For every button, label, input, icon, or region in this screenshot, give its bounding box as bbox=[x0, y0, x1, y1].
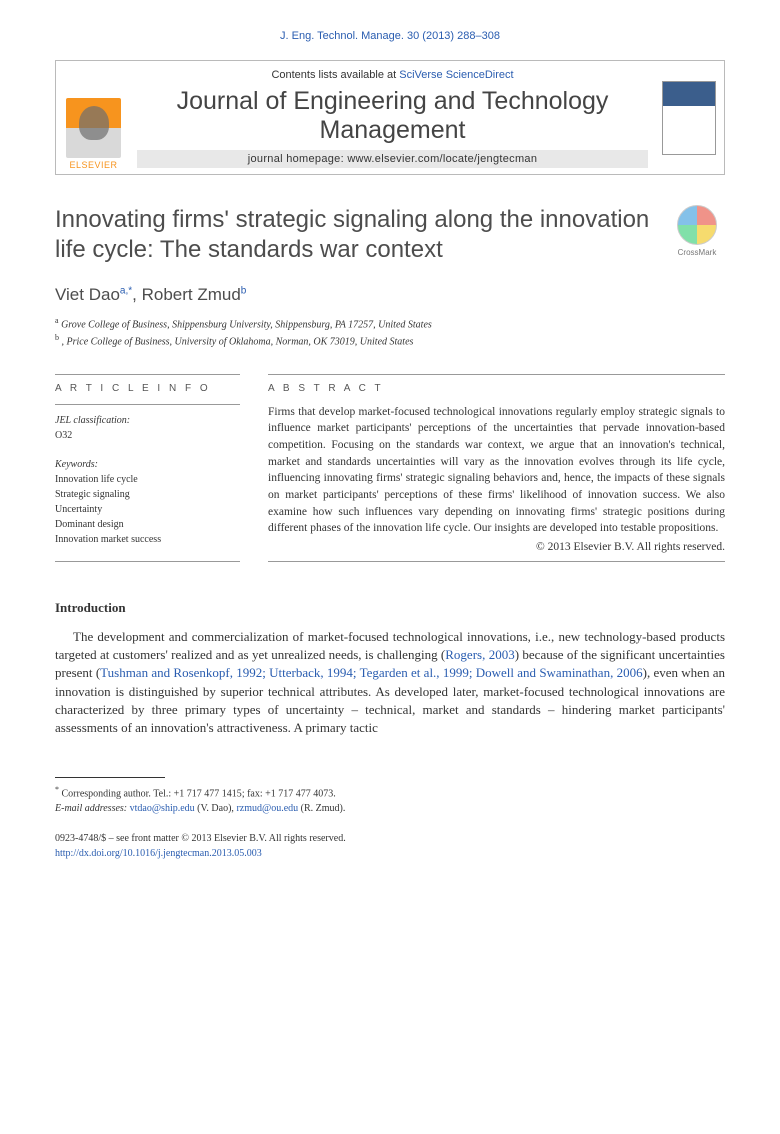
author-aff-mark: a,* bbox=[120, 285, 132, 296]
article-info-column: A R T I C L E I N F O JEL classification… bbox=[55, 374, 240, 570]
author-name: Viet Dao bbox=[55, 285, 120, 304]
author-line: Viet Daoa,*, Robert Zmudb bbox=[55, 285, 725, 305]
intro-paragraph: The development and commercialization of… bbox=[55, 628, 725, 737]
abstract-copyright: © 2013 Elsevier B.V. All rights reserved… bbox=[268, 541, 725, 553]
contents-available-line: Contents lists available at SciVerse Sci… bbox=[137, 69, 648, 81]
banner-center: Contents lists available at SciVerse Sci… bbox=[131, 61, 654, 174]
corr-label: Corresponding author. Tel.: bbox=[62, 788, 174, 799]
fax-label: ; fax: bbox=[242, 788, 265, 799]
keyword: Uncertainty bbox=[55, 502, 240, 517]
publisher-logo-block: ELSEVIER bbox=[56, 61, 131, 174]
corresponding-author-note: * Corresponding author. Tel.: +1 717 477… bbox=[55, 784, 725, 801]
citation-link[interactable]: Rogers, 2003 bbox=[445, 647, 514, 662]
jel-code: O32 bbox=[55, 428, 240, 443]
keywords-block: Keywords: Innovation life cycle Strategi… bbox=[55, 457, 240, 547]
doi-link[interactable]: http://dx.doi.org/10.1016/j.jengtecman.2… bbox=[55, 847, 725, 862]
keyword: Dominant design bbox=[55, 517, 240, 532]
aff-mark: a bbox=[55, 316, 59, 325]
affiliations: a Grove College of Business, Shippensbur… bbox=[55, 315, 725, 350]
email-label: E-mail addresses: bbox=[55, 803, 130, 814]
page-footer: 0923-4748/$ – see front matter © 2013 El… bbox=[55, 832, 725, 861]
citation-link[interactable]: Tushman and Rosenkopf, 1992; Utterback, … bbox=[100, 665, 642, 680]
publisher-label: ELSEVIER bbox=[69, 160, 117, 170]
journal-cover-block bbox=[654, 61, 724, 174]
footnotes: * Corresponding author. Tel.: +1 717 477… bbox=[55, 784, 725, 816]
homepage-url[interactable]: www.elsevier.com/locate/jengtecman bbox=[347, 153, 537, 165]
author-sep: , bbox=[132, 285, 141, 304]
article-title: Innovating firms' strategic signaling al… bbox=[55, 205, 653, 265]
journal-homepage-line: journal homepage: www.elsevier.com/locat… bbox=[137, 150, 648, 168]
fn-mark: * bbox=[55, 785, 59, 794]
affiliation: b , Price College of Business, Universit… bbox=[55, 332, 725, 349]
corr-fax: +1 717 477 4073. bbox=[265, 788, 336, 799]
jel-block: JEL classification: O32 bbox=[55, 413, 240, 443]
crossmark-badge[interactable]: CrossMark bbox=[669, 205, 725, 257]
divider bbox=[55, 561, 240, 562]
sciencedirect-link[interactable]: SciVerse ScienceDirect bbox=[399, 69, 513, 81]
running-header: J. Eng. Technol. Manage. 30 (2013) 288–3… bbox=[0, 0, 780, 60]
aff-mark: b bbox=[55, 333, 59, 342]
info-abstract-row: A R T I C L E I N F O JEL classification… bbox=[55, 374, 725, 570]
keyword: Strategic signaling bbox=[55, 487, 240, 502]
homepage-prefix: journal homepage: bbox=[248, 153, 348, 165]
author-name: Robert Zmud bbox=[142, 285, 241, 304]
email-line: E-mail addresses: vtdao@ship.edu (V. Dao… bbox=[55, 801, 725, 816]
author-email[interactable]: rzmud@ou.edu bbox=[236, 803, 298, 814]
intro-heading: Introduction bbox=[55, 600, 725, 616]
crossmark-label: CrossMark bbox=[678, 248, 717, 257]
keywords-list: Innovation life cycle Strategic signalin… bbox=[55, 472, 240, 547]
crossmark-icon bbox=[677, 205, 717, 245]
contents-prefix: Contents lists available at bbox=[271, 69, 399, 81]
author-aff-mark: b bbox=[241, 285, 247, 296]
journal-banner: ELSEVIER Contents lists available at Sci… bbox=[55, 60, 725, 175]
email-who: (R. Zmud). bbox=[298, 803, 345, 814]
aff-text: , Price College of Business, University … bbox=[62, 337, 414, 348]
affiliation: a Grove College of Business, Shippensbur… bbox=[55, 315, 725, 332]
keyword: Innovation life cycle bbox=[55, 472, 240, 487]
article-info-header: A R T I C L E I N F O bbox=[55, 374, 240, 404]
elsevier-tree-icon bbox=[66, 98, 121, 158]
keywords-label: Keywords: bbox=[55, 457, 240, 472]
issn-copyright-line: 0923-4748/$ – see front matter © 2013 El… bbox=[55, 832, 725, 847]
keyword: Innovation market success bbox=[55, 532, 240, 547]
article-content: Innovating firms' strategic signaling al… bbox=[0, 205, 780, 901]
corr-tel: +1 717 477 1415 bbox=[174, 788, 242, 799]
jel-label: JEL classification: bbox=[55, 413, 240, 428]
abstract-header: A B S T R A C T bbox=[268, 374, 725, 404]
email-who: (V. Dao), bbox=[195, 803, 237, 814]
divider bbox=[268, 561, 725, 562]
abstract-column: A B S T R A C T Firms that develop marke… bbox=[268, 374, 725, 570]
aff-text: Grove College of Business, Shippensburg … bbox=[61, 319, 432, 330]
divider bbox=[55, 404, 240, 405]
journal-cover-icon bbox=[662, 81, 716, 155]
author-email[interactable]: vtdao@ship.edu bbox=[130, 803, 195, 814]
abstract-text: Firms that develop market-focused techno… bbox=[268, 404, 725, 537]
title-row: Innovating firms' strategic signaling al… bbox=[55, 205, 725, 265]
footnote-rule bbox=[55, 777, 165, 778]
journal-name: Journal of Engineering and Technology Ma… bbox=[137, 87, 648, 145]
